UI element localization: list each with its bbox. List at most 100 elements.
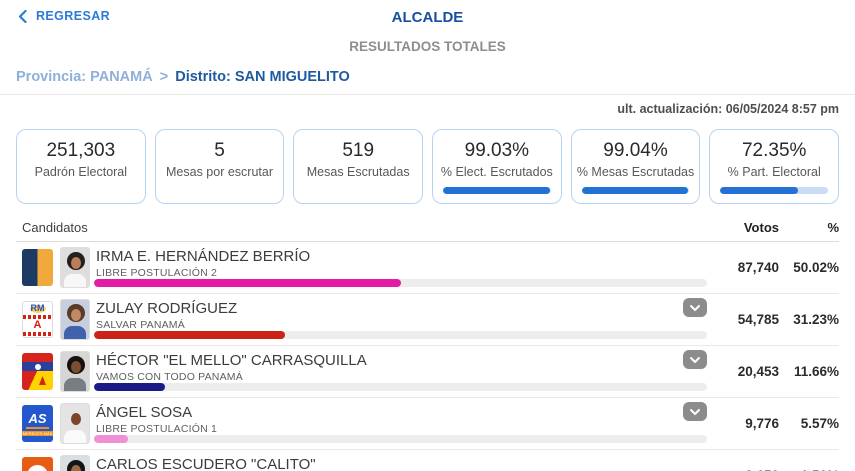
table-row: HÉCTOR "EL MELLO" CARRASQUILLA VAMOS CON…	[16, 346, 839, 398]
photo-torso	[64, 430, 86, 443]
photo-face	[71, 309, 81, 321]
flag-stripe	[23, 314, 52, 319]
card-value: 99.03%	[464, 140, 530, 161]
card-value: 72.35%	[741, 140, 807, 161]
chevron-left-icon	[18, 9, 27, 23]
photo-face	[71, 257, 81, 269]
table-row: RM A ZULAY RODRÍGUEZ SALVAR PANAMÁ 54,7	[16, 294, 839, 346]
flag-as-text: AS	[26, 411, 49, 429]
candidate-votes: 87,740	[737, 260, 779, 275]
card-mesas-por-escrutar: 5 Mesas por escrutar	[154, 129, 285, 204]
vote-bar-track	[94, 279, 707, 287]
vote-bar-fill	[94, 383, 166, 391]
column-header-votes: Votos	[743, 220, 779, 235]
candidate-percent: 11.66%	[793, 364, 839, 379]
vote-bar-track	[94, 383, 707, 391]
card-pct-elect-escrutados: 99.03% % Elect. Escrutados	[432, 129, 562, 204]
photo-face	[71, 465, 81, 471]
flag-band-red	[22, 353, 53, 362]
progress-track	[720, 187, 829, 194]
card-value: 99.04%	[603, 140, 668, 161]
progress-fill	[443, 187, 550, 194]
card-mesas-escrutadas: 519 Mesas Escrutadas	[293, 129, 424, 204]
photo-torso	[64, 378, 86, 391]
candidate-percent: 50.02%	[793, 260, 839, 275]
candidate-name: HÉCTOR "EL MELLO" CARRASQUILLA	[96, 352, 367, 369]
photo-torso	[64, 274, 86, 287]
progress-track	[443, 187, 551, 194]
breadcrumb-separator: >	[159, 69, 169, 85]
candidate-name: ZULAY RODRÍGUEZ	[96, 300, 238, 317]
candidates-table: Candidatos Votos % IRMA E. HERNÁNDEZ BER…	[16, 204, 839, 471]
flag-a-text: A	[33, 319, 42, 332]
party-flag-mereces-mas-icon: AS MERECES MÁS	[22, 405, 53, 442]
photo-face	[71, 361, 81, 373]
photo-face	[71, 413, 81, 425]
flag-as-subtext: MERECES MÁS	[22, 430, 53, 436]
party-flag-salvar-panama-icon: RM A	[22, 301, 53, 338]
vote-bar-fill	[94, 331, 286, 339]
candidate-cell: RM A ZULAY RODRÍGUEZ SALVAR PANAMÁ	[16, 294, 713, 345]
candidate-cell: AS MERECES MÁS ÁNGEL SOSA LIBRE POSTULAC…	[16, 398, 713, 449]
card-pct-mesas-escrutadas: 99.04% % Mesas Escrutadas	[570, 129, 701, 204]
card-label: Padrón Electoral	[34, 165, 128, 179]
last-update-text: ult. actualización: 06/05/2024 8:57 pm	[617, 102, 839, 116]
chevron-down-icon	[690, 356, 700, 363]
card-label: % Mesas Escrutadas	[576, 165, 695, 179]
candidate-votes: 2,650	[713, 450, 779, 471]
vote-bar-fill	[94, 279, 401, 287]
candidate-photo	[60, 351, 90, 392]
candidate-party: SALVAR PANAMÁ	[96, 319, 185, 331]
flag-stripe	[23, 331, 52, 336]
candidate-photo	[60, 247, 90, 288]
card-label: % Part. Electoral	[727, 165, 821, 179]
party-flag-pais-icon	[22, 457, 53, 471]
column-header-candidates: Candidatos	[22, 220, 88, 235]
candidate-name: ÁNGEL SOSA	[96, 404, 193, 421]
vote-bar-track	[94, 435, 707, 443]
expand-row-button[interactable]	[683, 350, 707, 369]
handshake-icon	[27, 465, 48, 471]
vote-bar-track	[94, 331, 707, 339]
candidate-party: LIBRE POSTULACIÓN 2	[96, 267, 218, 279]
column-header-percent: %	[827, 220, 839, 235]
candidate-cell: IRMA E. HERNÁNDEZ BERRÍO LIBRE POSTULACI…	[16, 242, 713, 293]
card-label: Mesas Escrutadas	[306, 165, 410, 179]
card-padron-electoral: 251,303 Padrón Electoral	[16, 129, 146, 204]
breadcrumb-district: Distrito: SAN MIGUELITO	[175, 69, 350, 85]
card-pct-part-electoral: 72.35% % Part. Electoral	[709, 129, 840, 204]
chevron-down-icon	[690, 408, 700, 415]
card-value: 519	[342, 140, 375, 161]
page-subtitle: RESULTADOS TOTALES	[349, 39, 506, 54]
card-label: Mesas por escrutar	[166, 165, 273, 179]
card-value: 5	[214, 140, 225, 161]
candidate-party: VAMOS CON TODO PANAMÁ	[96, 371, 243, 383]
candidate-name: IRMA E. HERNÁNDEZ BERRÍO	[96, 248, 311, 265]
candidate-percent: 1.51%	[779, 450, 839, 471]
breadcrumb-province[interactable]: Provincia: PANAMÁ	[16, 69, 153, 85]
back-label: REGRESAR	[36, 9, 111, 23]
candidate-votes: 9,776	[745, 416, 779, 431]
candidate-photo	[60, 299, 90, 340]
flag-band-blue	[22, 362, 53, 371]
photo-torso	[64, 326, 86, 339]
stats-cards: 251,303 Padrón Electoral 5 Mesas por esc…	[16, 129, 840, 204]
expand-row-button[interactable]	[683, 298, 707, 317]
candidate-votes: 54,785	[737, 312, 779, 327]
candidate-cell: CARLOS ESCUDERO "CALITO" PAIS	[16, 450, 713, 471]
flag-rm-text: RM	[27, 304, 48, 313]
top-bar: REGRESAR ALCALDE	[0, 0, 855, 26]
candidate-photo	[60, 455, 90, 471]
vote-bar-fill	[94, 435, 129, 443]
table-header: Candidatos Votos %	[16, 204, 839, 242]
back-button[interactable]: REGRESAR	[18, 9, 110, 23]
candidate-name: CARLOS ESCUDERO "CALITO"	[96, 456, 316, 471]
expand-row-button[interactable]	[683, 402, 707, 421]
table-row: CARLOS ESCUDERO "CALITO" PAIS 2,650 1.51…	[16, 450, 839, 471]
card-value: 251,303	[46, 140, 116, 161]
table-row: AS MERECES MÁS ÁNGEL SOSA LIBRE POSTULAC…	[16, 398, 839, 450]
card-label: % Elect. Escrutados	[440, 165, 553, 179]
breadcrumb: Provincia: PANAMÁ > Distrito: SAN MIGUEL…	[16, 69, 839, 85]
progress-track	[581, 187, 690, 194]
candidate-percent: 31.23%	[793, 312, 839, 327]
